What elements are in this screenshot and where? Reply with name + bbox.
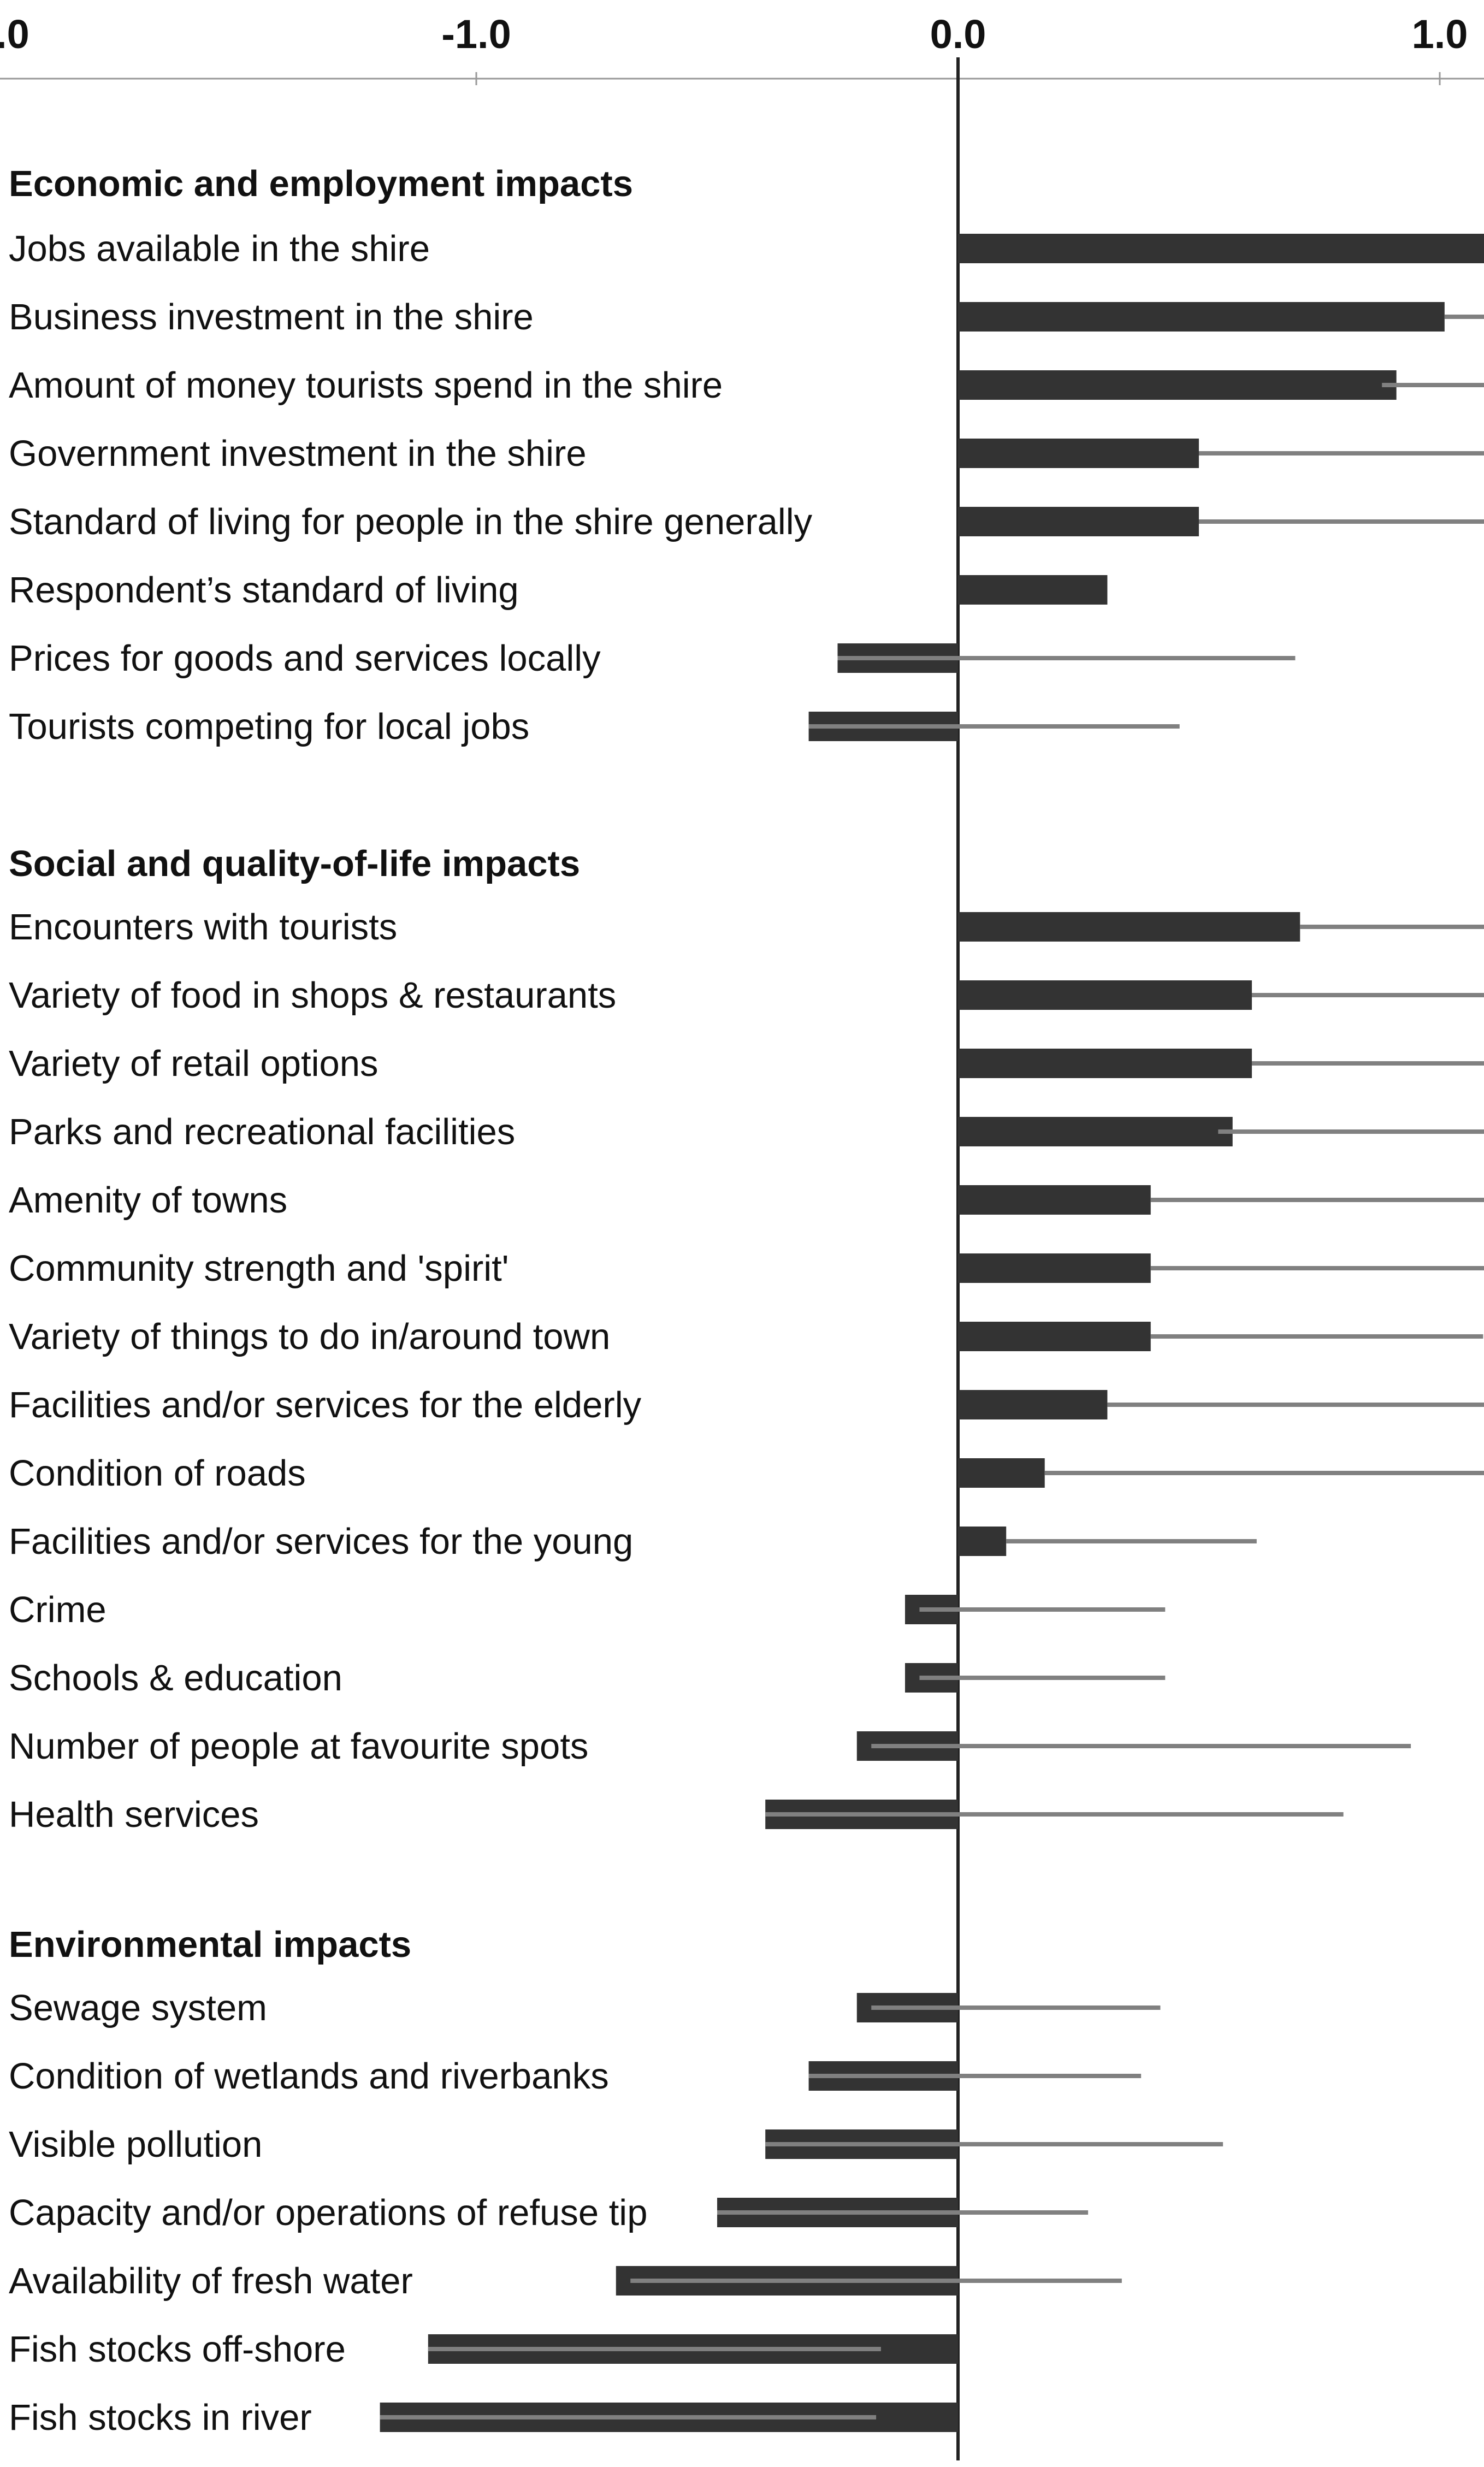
category-label: Prices for goods and services locally — [9, 638, 601, 679]
category-label: Government investment in the shire — [9, 433, 587, 474]
bar — [958, 507, 1199, 536]
category-label: Community strength and 'spirit' — [9, 1248, 509, 1289]
bar — [958, 1390, 1108, 1419]
bar — [958, 1117, 1233, 1146]
bar — [958, 370, 1397, 400]
category-label: Respondent’s standard of living — [9, 570, 519, 611]
category-label: Facilities and/or services for the elder… — [9, 1385, 642, 1425]
bar — [958, 912, 1300, 942]
bar — [958, 1458, 1045, 1488]
category-label: Condition of wetlands and riverbanks — [9, 2056, 609, 2097]
section-heading: Economic and employment impacts — [9, 163, 633, 204]
category-label: Variety of things to do in/around town — [9, 1316, 610, 1357]
category-label: Standard of living for people in the shi… — [9, 501, 813, 542]
bar — [958, 302, 1445, 332]
category-label: Fish stocks in river — [9, 2397, 312, 2438]
bar — [958, 980, 1252, 1010]
bar — [958, 1253, 1151, 1283]
category-label: Visible pollution — [9, 2124, 262, 2165]
category-label: Number of people at favourite spots — [9, 1726, 588, 1767]
section-heading: Social and quality-of-life impacts — [9, 843, 580, 884]
bar — [958, 1322, 1151, 1351]
x-tick-label: -2.0 — [0, 11, 29, 57]
category-label: Amenity of towns — [9, 1180, 287, 1221]
bar — [958, 1185, 1151, 1215]
category-label: Encounters with tourists — [9, 907, 397, 948]
category-label: Crime — [9, 1589, 107, 1630]
category-label: Jobs available in the shire — [9, 228, 430, 269]
bar — [958, 234, 1484, 263]
bar — [958, 439, 1199, 468]
x-tick-label: 0.0 — [930, 11, 986, 57]
bar — [958, 1049, 1252, 1078]
category-label: Tourists competing for local jobs — [9, 706, 529, 747]
category-label: Parks and recreational facilities — [9, 1111, 515, 1152]
bar — [958, 1527, 1007, 1556]
category-label: Capacity and/or operations of refuse tip — [9, 2192, 647, 2233]
bar — [958, 575, 1108, 605]
section-heading: Environmental impacts — [9, 1924, 411, 1965]
category-label: Fish stocks off-shore — [9, 2329, 346, 2370]
category-label: Business investment in the shire — [9, 297, 534, 338]
category-label: Sewage system — [9, 1987, 267, 2028]
category-label: Availability of fresh water — [9, 2261, 413, 2302]
category-label: Amount of money tourists spend in the sh… — [9, 365, 723, 406]
category-label: Schools & education — [9, 1658, 342, 1699]
chart-rows: Economic and employment impacts Jobs avai… — [9, 163, 1484, 2438]
category-label: Condition of roads — [9, 1453, 306, 1494]
x-tick-label: 1.0 — [1412, 11, 1468, 57]
category-label: Facilities and/or services for the young — [9, 1521, 633, 1562]
category-label: Variety of food in shops & restaurants — [9, 975, 616, 1016]
category-label: Health services — [9, 1794, 259, 1835]
x-tick-label: -1.0 — [441, 11, 511, 57]
category-label: Variety of retail options — [9, 1043, 379, 1084]
